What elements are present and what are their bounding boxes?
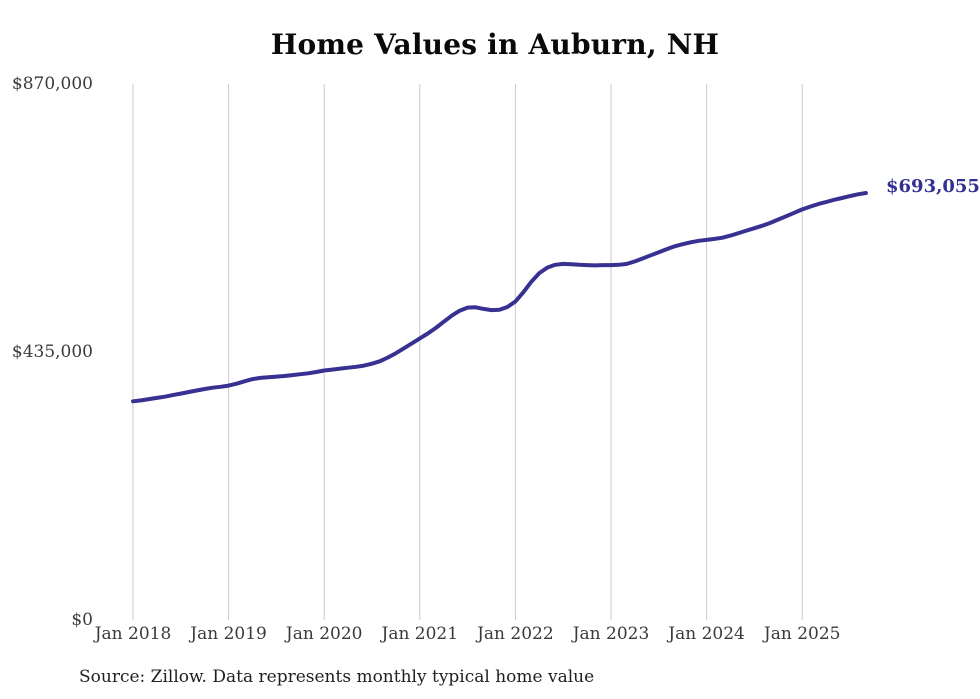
x-axis-label: Jan 2024 xyxy=(668,624,745,644)
x-axis-label: Jan 2019 xyxy=(190,624,267,644)
home-value-line xyxy=(131,191,868,404)
x-axis-label: Jan 2022 xyxy=(477,624,554,644)
chart-title: Home Values in Auburn, NH xyxy=(270,28,720,61)
y-axis-tick-435000: $435,000 xyxy=(11,342,93,362)
final-value-label: $693,055 xyxy=(886,176,980,197)
x-axis-label: Jan 2021 xyxy=(381,624,459,644)
x-axis-label: Jan 2023 xyxy=(572,624,650,644)
source-note: Source: Zillow. Data represents monthly … xyxy=(79,667,595,687)
y-axis-tick-870000: $870,000 xyxy=(11,74,93,94)
y-axis-tick-0: $0 xyxy=(71,610,93,630)
x-axis-label: Jan 2025 xyxy=(763,624,841,644)
x-axis-label: Jan 2020 xyxy=(285,624,363,644)
x-axis-label: Jan 2018 xyxy=(94,624,172,644)
